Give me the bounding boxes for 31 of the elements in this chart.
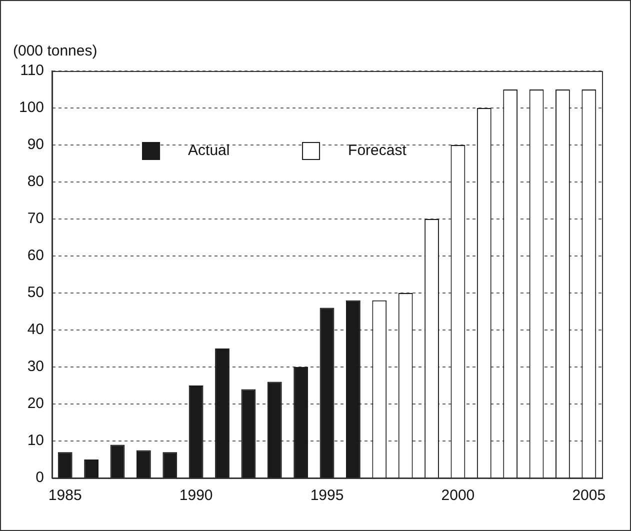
bar xyxy=(215,348,230,478)
bar xyxy=(320,308,334,478)
legend-label: Actual xyxy=(188,142,230,160)
bar xyxy=(346,300,360,478)
y-tick-label: 70 xyxy=(27,210,44,228)
y-tick-label: 50 xyxy=(27,284,44,302)
bar xyxy=(58,452,72,478)
bar xyxy=(188,386,204,478)
y-tick-label: 90 xyxy=(27,136,44,154)
y-tick-label: 0 xyxy=(36,469,44,486)
y-axis-title: (000 tonnes) xyxy=(13,42,98,60)
bar xyxy=(136,450,151,478)
y-tick-label: 10 xyxy=(27,432,44,450)
y-tick-label: 20 xyxy=(27,395,44,412)
y-tick-label: 60 xyxy=(27,247,44,264)
bar xyxy=(294,367,308,478)
y-tick-label: 110 xyxy=(20,62,44,80)
x-tick-label: 1990 xyxy=(179,487,213,504)
x-tick-label: 1995 xyxy=(310,487,344,504)
y-tick-label: 80 xyxy=(27,173,44,190)
y-tick-label: 100 xyxy=(18,99,44,116)
bar xyxy=(110,444,125,478)
x-tick-label: 2005 xyxy=(572,487,606,504)
y-tick-label: 30 xyxy=(27,358,44,376)
y-tick-label: 40 xyxy=(27,321,44,338)
x-tick-label: 2000 xyxy=(441,487,475,504)
legend-label: Forecast xyxy=(348,142,408,160)
bar xyxy=(241,389,256,478)
bar xyxy=(162,452,178,478)
bar xyxy=(267,382,282,478)
x-tick-label: 1985 xyxy=(48,487,82,504)
